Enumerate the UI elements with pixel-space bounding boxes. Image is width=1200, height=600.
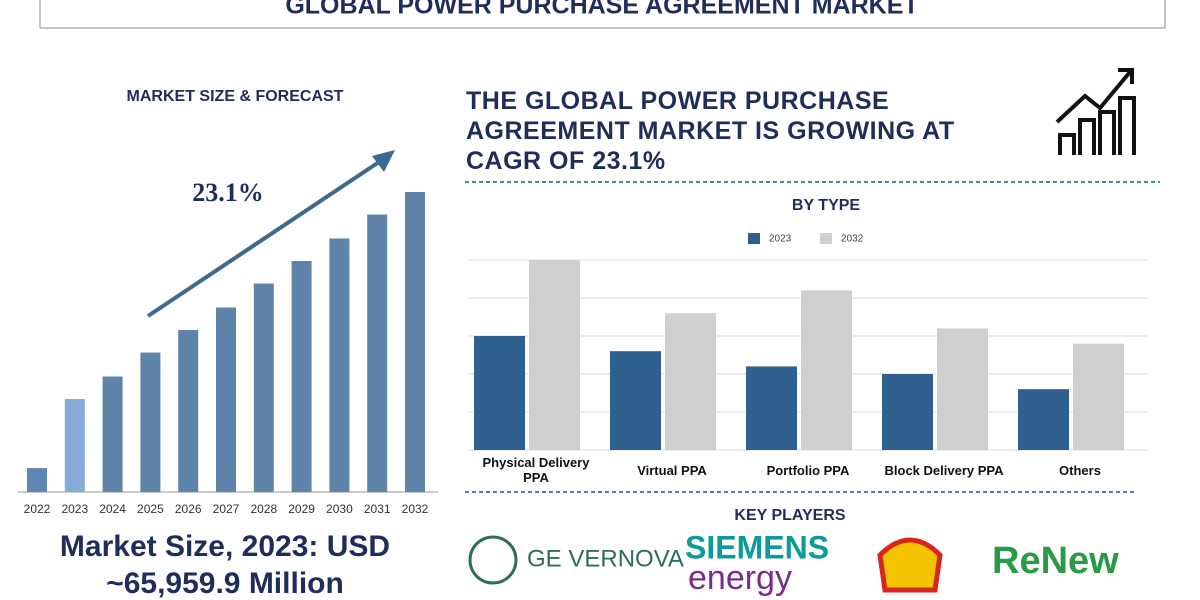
x-tick-label: 2022 [24,502,51,516]
bar [102,376,123,492]
arrow-head [372,150,395,172]
x-tick-label: Block Delivery PPA [884,462,1004,478]
player-name: GE VERNOVA [527,545,684,572]
x-tick-label: 2029 [288,502,315,516]
trend-icon [1055,68,1136,155]
bar [178,330,199,492]
bar [529,260,580,450]
bar [291,261,312,492]
bar [665,313,716,450]
x-tick-label: Portfolio PPA [766,462,850,478]
page-title: GLOBAL POWER PURCHASE AGREEMENT MARKET [285,0,918,20]
x-tick-label: 2024 [99,502,126,516]
bar [746,366,797,450]
x-tick-label: 2023 [61,502,88,516]
x-tick-label: Physical Delivery PPA [482,455,590,485]
shell-logo [877,537,943,593]
legend-swatch [748,233,760,244]
x-tick-label: 2031 [364,502,391,516]
bar [474,336,525,450]
cagr-annotation: 23.1% [192,178,264,207]
bar [216,307,236,492]
bar [937,328,988,450]
key-players-title: KEY PLAYERS [734,507,845,524]
bar [64,399,85,492]
bar [253,283,274,492]
bar [1018,389,1069,450]
x-tick-label: Others [1059,462,1101,478]
player-name: energy [688,559,792,597]
title-box [39,0,1166,29]
chart-title: MARKET SIZE & FORECAST [127,88,344,105]
x-tick-label: 2026 [175,502,202,516]
bar [1073,343,1124,450]
ge-logo [468,535,518,585]
bar [405,192,425,492]
bar [140,352,161,492]
bar [27,468,47,492]
x-tick-label: Virtual PPA [637,462,707,478]
bar [610,351,661,450]
bar [882,374,933,450]
x-tick-label: 2030 [326,502,353,516]
market-size: Market Size, 2023: USD ~65,959.9 Million [59,530,391,600]
x-tick-label: 2027 [213,502,240,516]
bar [329,238,350,492]
player-name: ReNew [992,540,1119,582]
legend-label: 2023 [769,234,792,245]
growth-arrow [146,156,387,318]
legend-label: 2032 [841,234,864,245]
x-tick-label: 2032 [402,502,429,516]
player-name: SIEMENS [685,529,829,565]
x-tick-label: 2028 [250,502,277,516]
legend-swatch [820,233,832,244]
bar [801,290,852,450]
bar [367,214,388,492]
headline: THE GLOBAL POWER PURCHASE AGREEMENT MARK… [466,87,955,175]
x-tick-label: 2025 [137,502,164,516]
chart-title: BY TYPE [792,197,861,214]
